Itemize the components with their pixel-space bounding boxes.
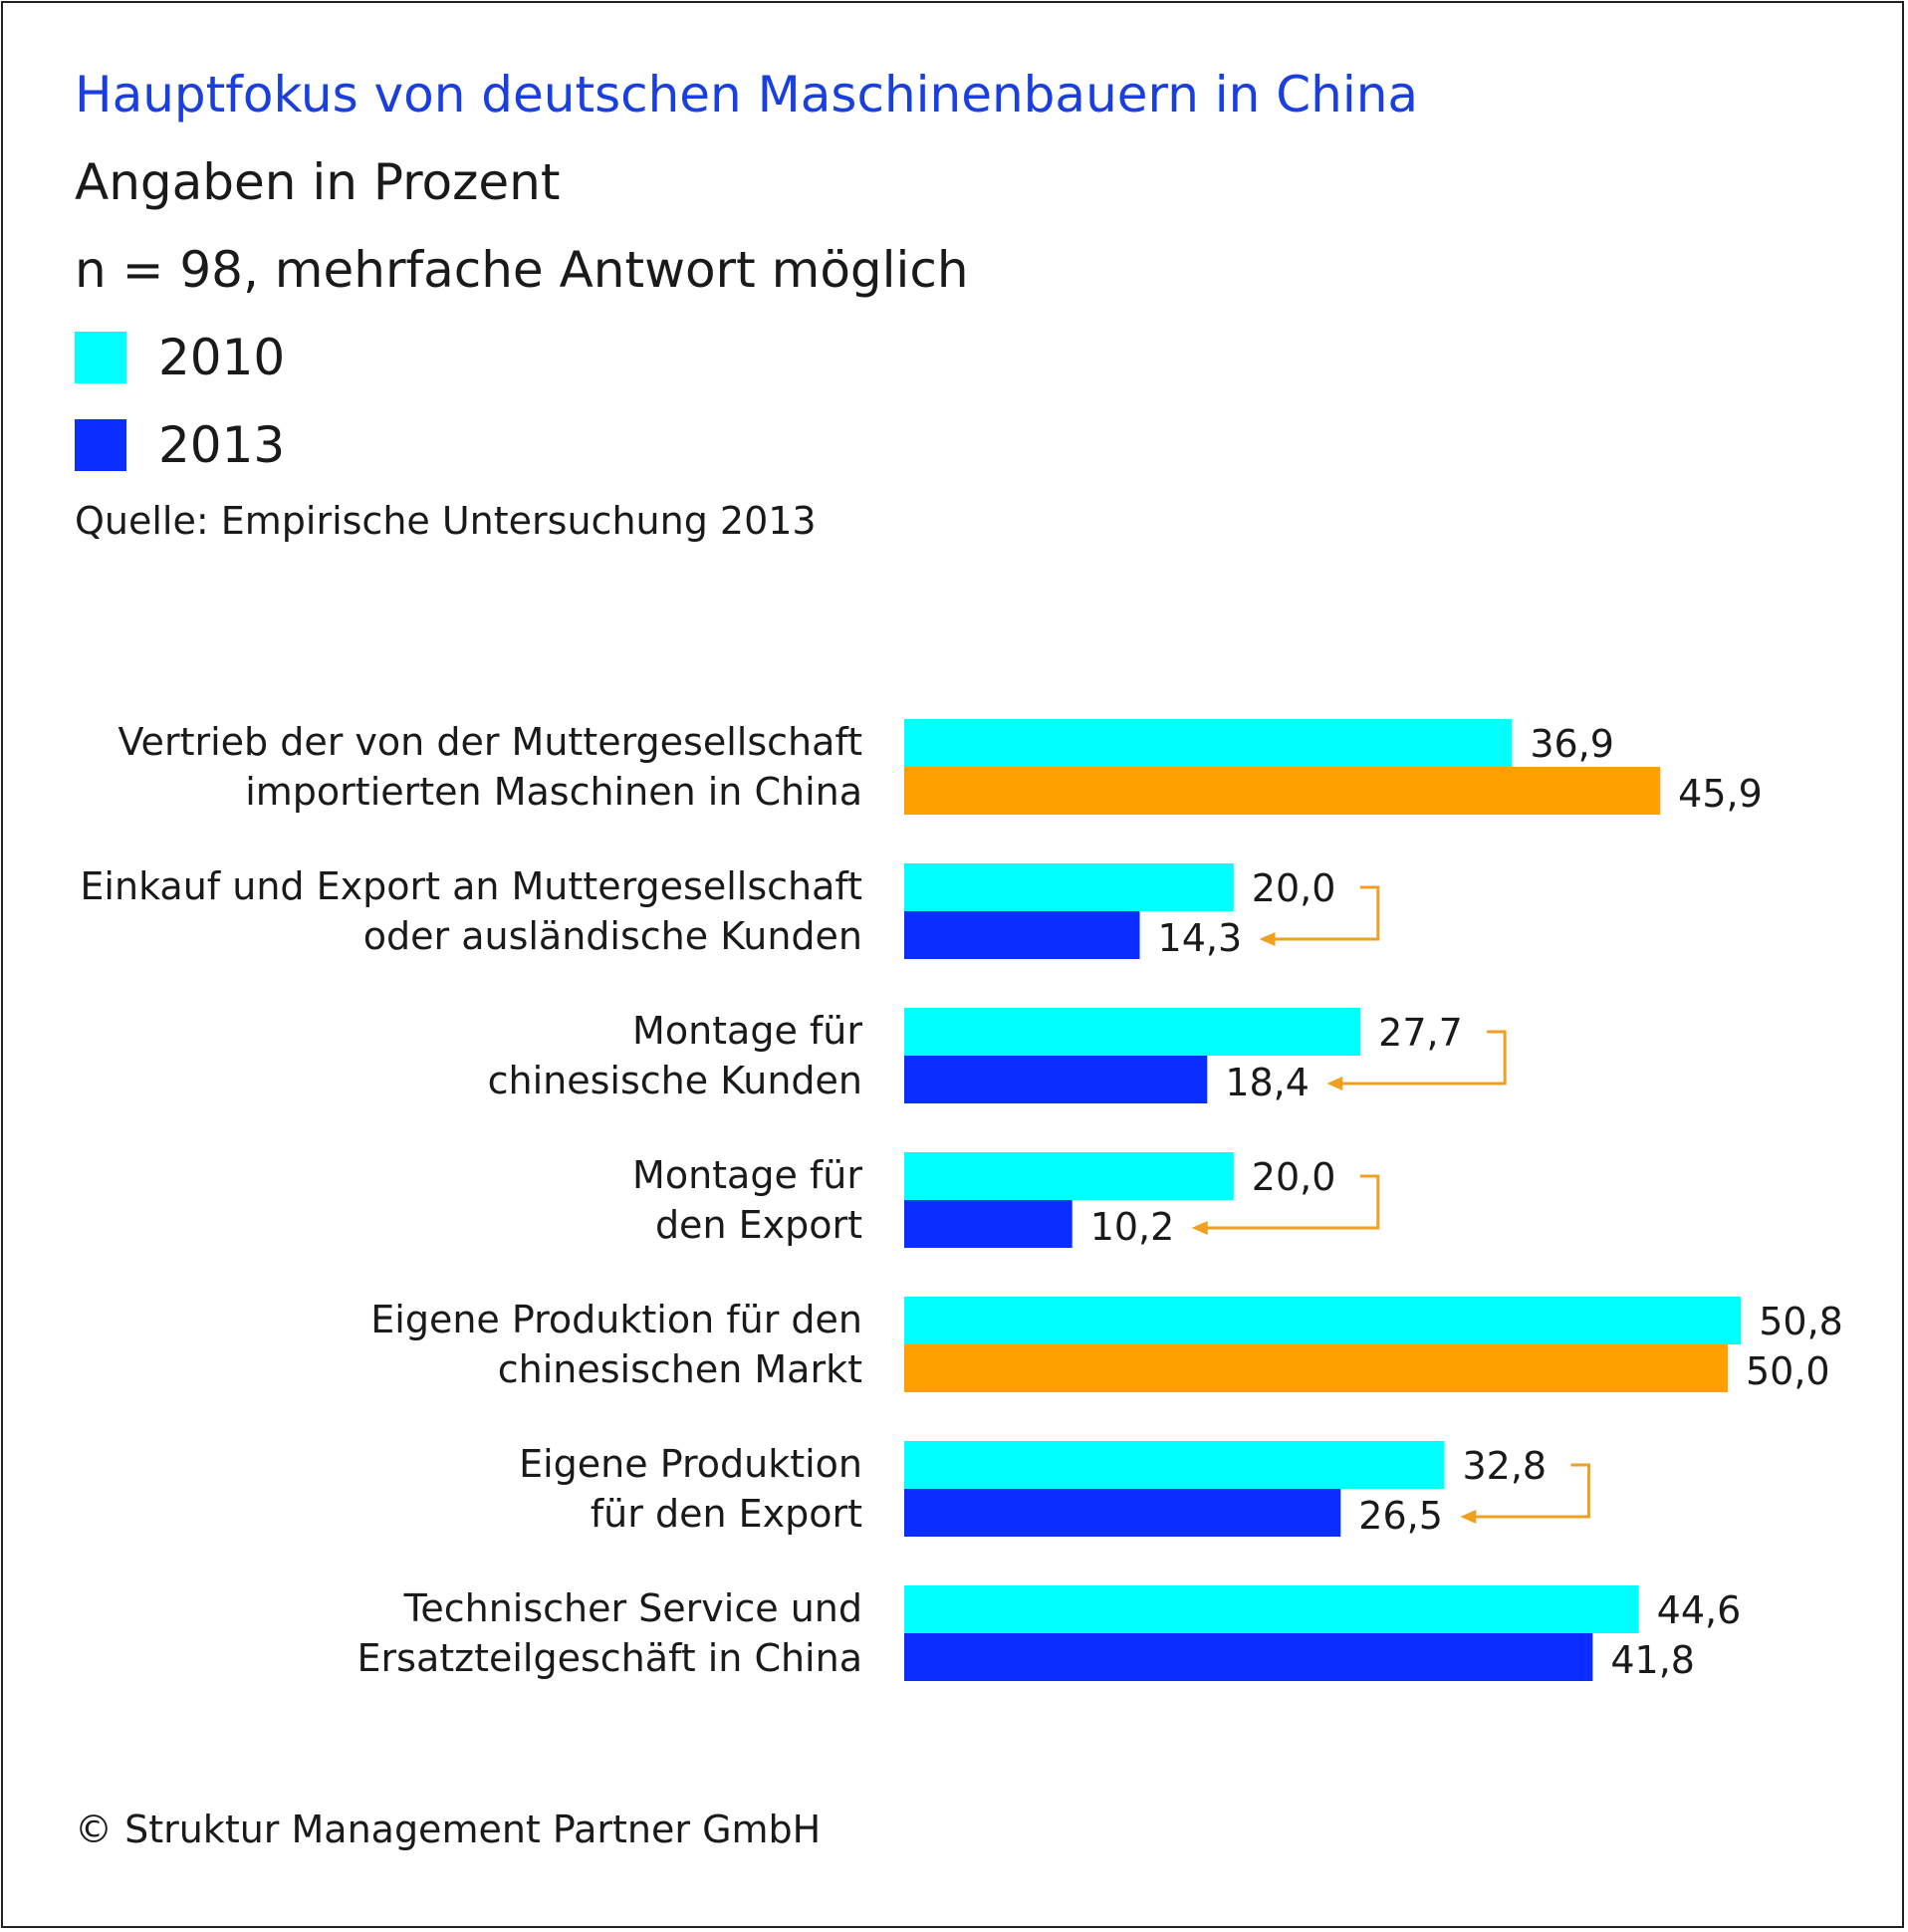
bar-2010 (904, 1585, 1639, 1633)
value-label-2010: 20,0 (1252, 1155, 1336, 1199)
category-label: Eigene Produktion (519, 1442, 862, 1486)
category-label: Eigene Produktion für den (370, 1298, 862, 1341)
value-label-2013: 26,5 (1358, 1494, 1443, 1538)
bar-2010 (904, 1152, 1234, 1200)
decline-arrow-line (1205, 1174, 1380, 1230)
chart-title: Hauptfokus von deutschen Maschinenbauern… (75, 66, 1419, 123)
category-label: importierten Maschinen in China (245, 770, 862, 814)
category-label: Montage für (632, 1153, 862, 1197)
bar-2013 (904, 1489, 1341, 1537)
bar-2010 (904, 1297, 1742, 1344)
decline-arrow-head (1326, 1077, 1343, 1090)
value-label-2010: 27,7 (1378, 1011, 1463, 1055)
legend-swatch-2013 (75, 419, 126, 471)
legend-swatch-2010 (75, 332, 126, 383)
category-label: oder ausländische Kunden (363, 914, 862, 958)
legend-item-2010: 2010 (75, 325, 285, 390)
value-label-2013: 50,0 (1746, 1349, 1830, 1393)
value-label-2013: 18,4 (1225, 1061, 1310, 1104)
legend-label-2013: 2013 (158, 416, 286, 474)
bar-2013 (904, 1200, 1073, 1248)
source-note: Quelle: Empirische Untersuchung 2013 (75, 499, 817, 543)
value-label-2010: 36,9 (1530, 722, 1614, 766)
category-label: den Export (655, 1203, 862, 1247)
decline-arrow-line (1474, 1463, 1591, 1519)
value-label-2013: 14,3 (1158, 916, 1243, 960)
value-label-2010: 50,8 (1759, 1300, 1843, 1343)
legend-item-2013: 2013 (75, 412, 285, 478)
bar-2010 (904, 863, 1234, 911)
decline-arrow-line (1273, 885, 1380, 941)
bar-2013 (904, 911, 1140, 959)
copyright-note: © Struktur Management Partner GmbH (75, 1808, 822, 1851)
bar-2013 (904, 1633, 1593, 1681)
category-label: Vertrieb der von der Muttergesellschaft (119, 720, 862, 764)
legend-label-2010: 2010 (158, 329, 286, 386)
value-label-2013: 41,8 (1610, 1638, 1695, 1682)
category-label: Montage für (632, 1009, 862, 1053)
category-label: Ersatzteilgeschäft in China (358, 1636, 862, 1680)
category-label: chinesischen Markt (498, 1347, 862, 1391)
value-label-2010: 44,6 (1657, 1588, 1742, 1632)
bar-2010 (904, 1441, 1445, 1489)
category-label: Einkauf und Export an Muttergesellschaft (80, 864, 862, 908)
decline-arrow-line (1340, 1030, 1507, 1086)
value-label-2013: 10,2 (1090, 1205, 1175, 1249)
decline-arrow-head (1259, 932, 1276, 946)
bar-2010 (904, 1008, 1361, 1056)
category-label: chinesische Kunden (488, 1059, 862, 1102)
bar-2013 (904, 767, 1661, 815)
decline-arrow-head (1191, 1221, 1208, 1235)
value-label-2010: 20,0 (1252, 866, 1336, 910)
bar-2013 (904, 1056, 1208, 1103)
value-label-2013: 45,9 (1678, 772, 1763, 816)
decline-arrow-head (1460, 1510, 1477, 1524)
bar-2010 (904, 719, 1513, 767)
sample-note: n = 98, mehrfache Antwort möglich (75, 241, 969, 299)
category-label: für den Export (591, 1492, 862, 1536)
value-label-2010: 32,8 (1463, 1444, 1548, 1488)
category-label: Technischer Service und (403, 1586, 862, 1630)
chart-subtitle: Angaben in Prozent (75, 153, 561, 211)
bar-2013 (904, 1344, 1728, 1392)
